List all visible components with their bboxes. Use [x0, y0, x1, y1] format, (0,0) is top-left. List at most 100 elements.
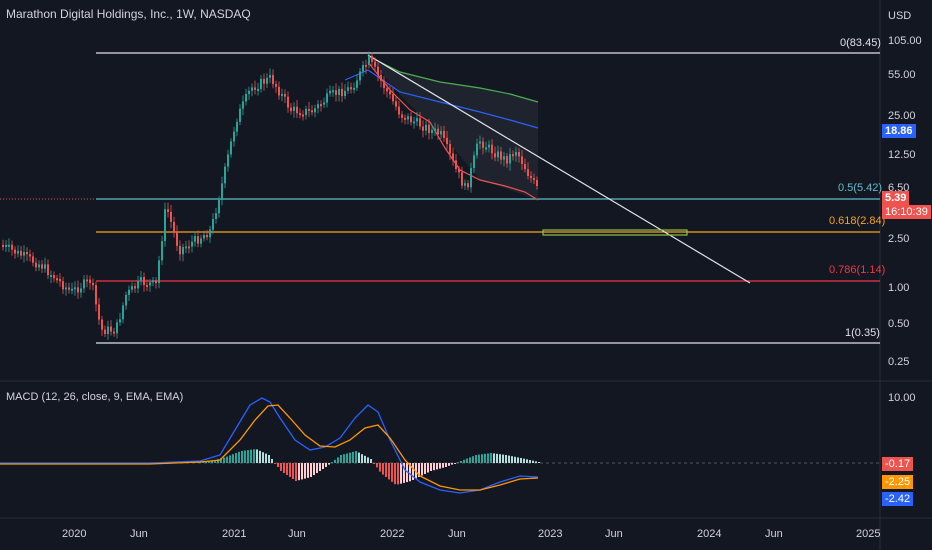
macd-histogram-bar — [316, 463, 318, 473]
candle-body — [5, 244, 7, 247]
macd-histogram-bar — [241, 450, 243, 463]
macd-line[interactable] — [0, 397, 539, 494]
candle-body — [2, 245, 4, 247]
candle-body — [449, 144, 451, 154]
macd-histogram-bar — [223, 457, 225, 463]
candle-body — [134, 286, 136, 289]
chart-title[interactable]: Marathon Digital Holdings, Inc., 1W, NAS… — [6, 7, 251, 21]
candle-body — [125, 294, 127, 306]
macd-histogram-bar — [364, 455, 366, 463]
macd-histogram-bar — [508, 455, 510, 463]
candle-body — [425, 124, 427, 131]
candle-body — [380, 75, 382, 81]
candle-body — [506, 156, 508, 164]
candle-body — [365, 64, 367, 67]
macd-histogram-bar — [448, 463, 450, 466]
candle-body — [296, 106, 298, 114]
macd-title[interactable]: MACD (12, 26, close, 9, EMA, EMA) — [6, 391, 184, 403]
candle-body — [230, 141, 232, 155]
macd-histogram-bar — [313, 463, 315, 475]
candle-body — [335, 90, 337, 95]
candle-body — [389, 91, 391, 95]
macd-histogram-bar — [286, 463, 288, 475]
macd-histogram-bar — [256, 449, 258, 463]
currency-label: USD — [888, 10, 912, 22]
candle-body — [371, 55, 373, 62]
macd-histogram-bar — [454, 463, 456, 464]
candle-body — [149, 282, 151, 286]
macd-value-tag: -2.42 — [882, 492, 914, 506]
macd-histogram-bar — [412, 463, 414, 480]
candle-body — [461, 172, 463, 186]
ma-green-line[interactable] — [367, 55, 539, 103]
candle-body — [434, 128, 436, 131]
candle-body — [128, 289, 130, 295]
macd-histogram-bar — [391, 463, 393, 482]
macd-histogram-bar — [529, 460, 531, 463]
candle-body — [320, 104, 322, 107]
ma-blue-line[interactable] — [344, 69, 539, 129]
candle-body — [98, 304, 100, 320]
candle-body — [218, 199, 220, 214]
candle-body — [137, 280, 139, 289]
macd-histogram-bar — [244, 450, 246, 463]
macd-histogram-bar — [481, 454, 483, 463]
fib-label-0: 0(83.45) — [840, 37, 881, 49]
candle-body — [467, 183, 469, 188]
candle-body — [272, 75, 274, 85]
macd-signal-line[interactable] — [0, 404, 539, 491]
macd-histogram-bar — [280, 463, 282, 471]
candle-body — [332, 90, 334, 93]
candle-body — [206, 234, 208, 238]
candle-body — [161, 241, 163, 261]
candle-body — [248, 90, 250, 94]
candle-body — [182, 247, 184, 255]
price-tick: 25.00 — [888, 110, 916, 122]
target-zone-rect[interactable] — [542, 229, 688, 236]
candle-body — [185, 246, 187, 249]
candle-body — [497, 151, 499, 158]
candle-body — [491, 144, 493, 154]
candle-body — [374, 61, 376, 67]
candle-body — [179, 245, 181, 255]
candle-body — [92, 282, 94, 286]
macd-signal-tag: -2.25 — [882, 475, 914, 489]
candle-body — [110, 326, 112, 332]
macd-histogram-bar — [520, 458, 522, 463]
candle-body — [431, 129, 433, 134]
candle-body — [503, 156, 505, 160]
macd-histogram-bar — [403, 463, 405, 483]
candle-body — [77, 287, 79, 293]
macd-histogram-bar — [535, 461, 537, 463]
candle-body — [407, 116, 409, 120]
macd-histogram-bar — [430, 463, 432, 471]
macd-histogram-bar — [409, 463, 411, 482]
candle-body — [530, 175, 532, 179]
candle-body — [143, 277, 145, 285]
candle-body — [26, 252, 28, 255]
macd-histogram-bar — [304, 463, 306, 479]
candle-body — [71, 288, 73, 291]
trend-line[interactable] — [367, 54, 751, 284]
candle-body — [341, 88, 343, 97]
candle-body — [242, 101, 244, 109]
macd-histogram-bar — [307, 463, 309, 478]
macd-histogram-bar — [418, 463, 420, 477]
macd-axis-tick: 10.00 — [888, 392, 916, 404]
candle-body — [131, 286, 133, 290]
candle-body — [470, 168, 472, 188]
candle-body — [338, 88, 340, 95]
candle-body — [80, 288, 82, 293]
macd-histogram-bar — [367, 457, 369, 463]
macd-histogram-bar — [511, 456, 513, 463]
candle-body — [44, 264, 46, 269]
fib-label-0-786: 0.786(1.14) — [829, 264, 886, 276]
candle-body — [485, 147, 487, 150]
candle-body — [476, 143, 478, 156]
macd-histogram-bar — [259, 450, 261, 463]
candle-body — [65, 287, 67, 290]
macd-histogram-bar — [310, 463, 312, 477]
candle-body — [305, 108, 307, 116]
candle-body — [473, 155, 475, 169]
